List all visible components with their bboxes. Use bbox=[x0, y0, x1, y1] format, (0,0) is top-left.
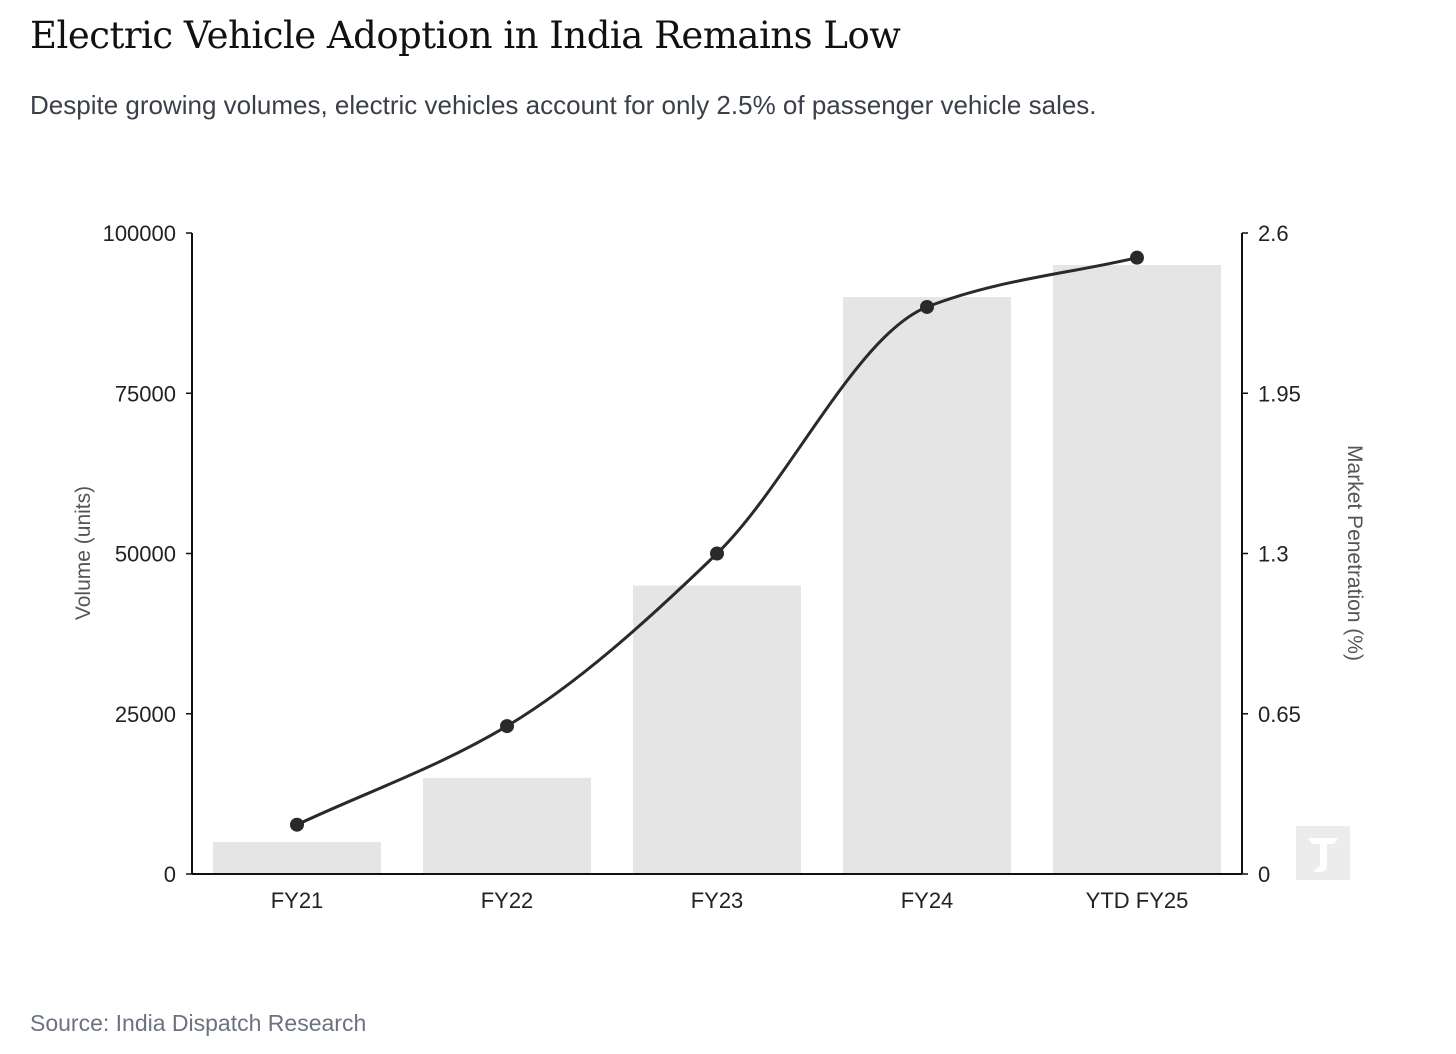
line-layer bbox=[290, 250, 1144, 832]
y2-tick-label: 1.95 bbox=[1258, 381, 1301, 406]
penetration-point bbox=[290, 817, 304, 832]
ticks-layer: 0 25000 50000 75000 100000 0 0.65 1.3 1.95 2.6 FY2… bbox=[103, 221, 1301, 913]
y-axis-title: Volume (units) bbox=[72, 486, 95, 620]
x-tick-label: FY24 bbox=[901, 888, 954, 913]
y-tick-label: 75000 bbox=[115, 381, 176, 406]
india-dispatch-logo-icon bbox=[1296, 826, 1350, 880]
x-tick-label: FY22 bbox=[481, 888, 534, 913]
chart-subtitle: Despite growing volumes, electric vehicl… bbox=[30, 90, 1097, 120]
y2-tick-label: 2.6 bbox=[1258, 221, 1289, 246]
volume-bar bbox=[843, 297, 1011, 875]
y-tick-label: 25000 bbox=[115, 702, 176, 727]
bars-layer bbox=[213, 265, 1221, 875]
y2-tick-label: 0.65 bbox=[1258, 702, 1301, 727]
penetration-point bbox=[920, 299, 934, 314]
y-tick-label: 0 bbox=[164, 862, 176, 887]
y-tick-label: 50000 bbox=[115, 542, 176, 567]
y2-axis-title: Market Penetration (%) bbox=[1343, 445, 1366, 661]
chart: 0 25000 50000 75000 100000 0 0.65 1.3 1.95 2.6 FY2… bbox=[72, 221, 1366, 913]
volume-bar bbox=[423, 777, 591, 874]
volume-bar bbox=[1053, 265, 1221, 874]
penetration-point bbox=[710, 546, 724, 561]
penetration-point bbox=[1130, 250, 1144, 265]
y2-tick-label: 0 bbox=[1258, 862, 1270, 887]
x-tick-label: YTD FY25 bbox=[1086, 888, 1189, 913]
penetration-point bbox=[500, 719, 514, 734]
chart-title: Electric Vehicle Adoption in India Remai… bbox=[30, 14, 901, 57]
x-tick-label: FY21 bbox=[271, 888, 324, 913]
volume-bar bbox=[633, 585, 801, 874]
source-note: Source: India Dispatch Research bbox=[30, 1010, 367, 1036]
y2-tick-label: 1.3 bbox=[1258, 542, 1289, 567]
x-tick-label: FY23 bbox=[691, 888, 744, 913]
volume-bar bbox=[213, 841, 381, 874]
y-tick-label: 100000 bbox=[103, 221, 176, 246]
